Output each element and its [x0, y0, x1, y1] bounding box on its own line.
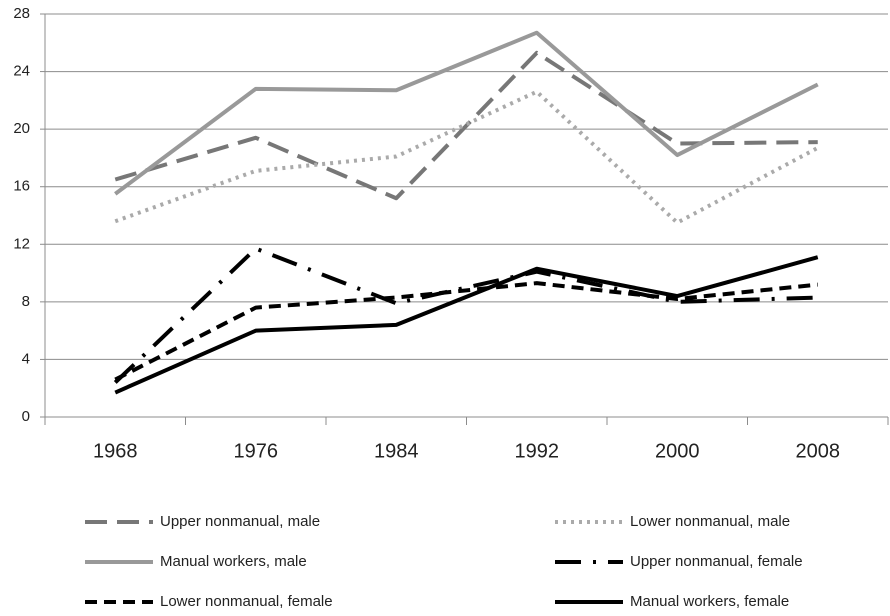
y-tick-label: 28	[13, 5, 30, 22]
x-tick-label: 1984	[374, 440, 419, 462]
legend-label: Lower nonmanual, female	[160, 593, 333, 610]
data-line	[114, 89, 819, 225]
y-tick-label: 20	[13, 120, 30, 137]
y-tick-label: 24	[13, 63, 30, 80]
legend-label: Upper nonmanual, female	[630, 553, 803, 570]
legend-label: Manual workers, male	[160, 553, 307, 570]
data-line	[114, 50, 818, 201]
x-tick-label: 2000	[655, 440, 700, 462]
legend-label: Lower nonmanual, male	[630, 513, 790, 530]
data-line	[114, 255, 819, 395]
x-tick-label: 1968	[93, 440, 138, 462]
x-tick-label: 1976	[234, 440, 279, 462]
legend-label: Upper nonmanual, male	[160, 513, 320, 530]
x-tick-label: 2008	[796, 440, 841, 462]
data-line	[114, 281, 818, 382]
x-tick-label: 1992	[515, 440, 560, 462]
data-line	[114, 30, 819, 196]
legend-label: Manual workers, female	[630, 593, 789, 610]
y-tick-label: 8	[22, 293, 30, 310]
y-tick-label: 12	[13, 235, 30, 252]
y-tick-label: 16	[13, 178, 30, 195]
y-tick-label: 0	[22, 408, 30, 425]
y-tick-label: 4	[22, 350, 30, 367]
data-line	[113, 246, 818, 384]
